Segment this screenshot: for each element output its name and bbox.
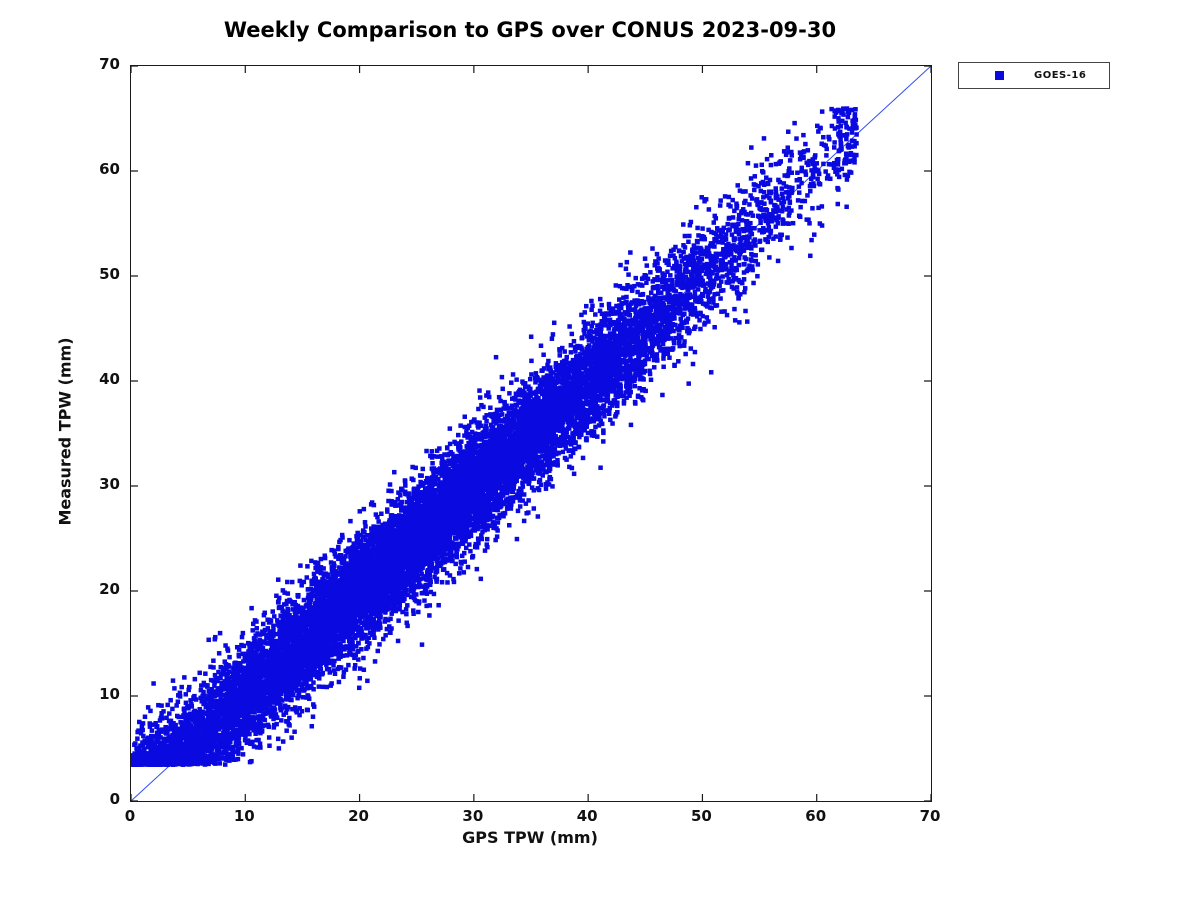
y-tick-label: 30 xyxy=(99,475,120,493)
y-tick-label: 70 xyxy=(99,55,120,73)
x-tick-label: 60 xyxy=(805,807,827,825)
plot-area xyxy=(130,65,932,802)
x-tick-label: 0 xyxy=(124,807,136,825)
x-tick-label: 70 xyxy=(919,807,941,825)
y-tick-label: 0 xyxy=(109,790,120,808)
y-tick-label: 20 xyxy=(99,580,120,598)
y-tick-label: 60 xyxy=(99,160,120,178)
x-axis-label: GPS TPW (mm) xyxy=(462,828,598,847)
x-tick-label: 10 xyxy=(233,807,255,825)
legend-series-label: GOES-16 xyxy=(1034,70,1087,81)
scatter-canvas xyxy=(131,66,931,801)
x-tick-label: 20 xyxy=(348,807,369,825)
x-tick-label: 30 xyxy=(462,807,484,825)
y-tick-label: 50 xyxy=(99,265,120,283)
legend-marker-square xyxy=(995,71,1004,80)
chart-title: Weekly Comparison to GPS over CONUS 2023… xyxy=(223,18,837,42)
x-tick-label: 50 xyxy=(690,807,712,825)
legend-box: GOES-16 xyxy=(958,62,1110,89)
y-tick-label: 40 xyxy=(99,370,120,388)
y-axis-label: Measured TPW (mm) xyxy=(55,337,75,526)
y-tick-label: 10 xyxy=(99,685,120,703)
x-tick-label: 40 xyxy=(576,807,598,825)
